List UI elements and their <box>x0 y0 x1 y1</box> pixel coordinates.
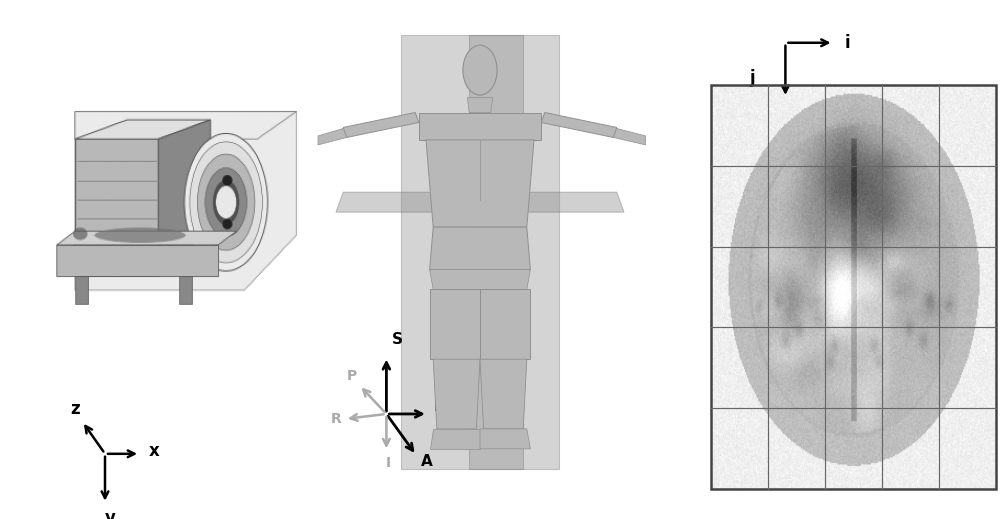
Bar <box>711 85 996 489</box>
Polygon shape <box>480 359 527 429</box>
Polygon shape <box>318 129 347 145</box>
Text: I: I <box>386 456 391 470</box>
Polygon shape <box>343 113 419 138</box>
Polygon shape <box>430 290 480 359</box>
Text: i: i <box>845 34 850 52</box>
Text: L: L <box>433 400 443 415</box>
Ellipse shape <box>463 45 497 95</box>
Text: j: j <box>749 70 755 87</box>
Text: x: x <box>149 442 160 460</box>
Polygon shape <box>467 98 493 113</box>
Polygon shape <box>430 269 530 290</box>
Polygon shape <box>613 129 646 145</box>
Polygon shape <box>336 192 624 212</box>
Text: z: z <box>70 400 80 418</box>
Text: y: y <box>105 509 116 519</box>
Text: R: R <box>331 412 341 426</box>
Polygon shape <box>419 113 541 140</box>
Polygon shape <box>426 140 534 227</box>
Polygon shape <box>469 35 523 469</box>
Polygon shape <box>430 429 480 449</box>
Polygon shape <box>430 227 530 269</box>
Polygon shape <box>541 113 617 138</box>
Polygon shape <box>480 290 530 359</box>
Text: P: P <box>347 369 357 383</box>
Polygon shape <box>401 35 559 469</box>
Text: A: A <box>420 454 432 469</box>
Polygon shape <box>480 429 530 449</box>
Polygon shape <box>433 359 480 429</box>
Text: S: S <box>392 332 403 347</box>
